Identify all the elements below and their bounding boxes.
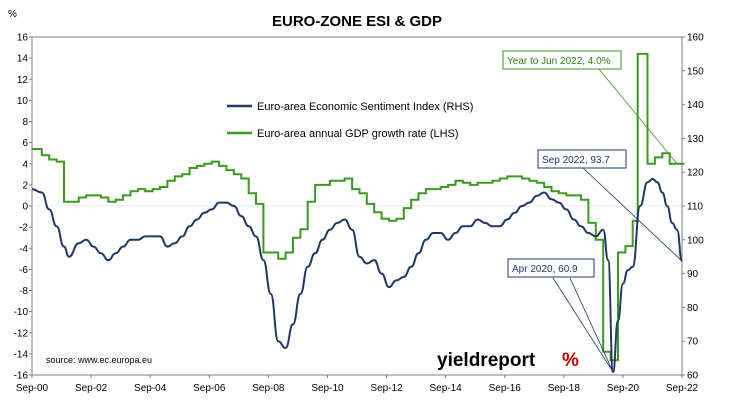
y-left-tick-label: -4 (19, 244, 28, 255)
y-left-tick-label: 14 (17, 54, 29, 65)
logo-word: yieldreport (437, 350, 536, 371)
y-left-tick-label: 10 (17, 96, 29, 107)
y-right-tick-label: 110 (687, 202, 703, 213)
annotation-leader-apr2020 (552, 277, 614, 373)
y-right-tick-label: 80 (687, 303, 699, 314)
y-right-tick-label: 90 (687, 269, 699, 280)
y-left-tick-label: 0 (22, 202, 28, 213)
x-tick-label: Sep-04 (134, 383, 167, 394)
series-line-esi (31, 177, 683, 374)
y-left-tick-label: -16 (14, 371, 29, 382)
annotation-leader-gdp (597, 67, 678, 165)
y-left-tick-label: -8 (19, 286, 28, 297)
x-tick-label: Sep-08 (252, 383, 285, 394)
annotation-gdp: Year to Jun 2022, 4.0% (507, 56, 611, 67)
y-right-tick-label: 150 (687, 66, 704, 77)
y-left-tick-label: -12 (14, 328, 29, 339)
series-line-gdp (32, 52, 685, 362)
yieldreport-logo: yieldreport % (437, 350, 579, 371)
x-axis: Sep-00 Sep-02 Sep-04 Sep-06 Sep-08 Sep-10 Sep-… (16, 375, 699, 394)
source-note: source: www.ec.europa.eu (46, 355, 152, 365)
legend-label-gdp: Euro-area annual GDP growth rate (LHS) (257, 128, 459, 140)
chart-title: EURO-ZONE ESI & GDP (272, 13, 442, 30)
x-tick-label: Sep-22 (666, 383, 699, 394)
y-right-tick-label: 120 (687, 168, 704, 179)
left-axis-unit: % (8, 9, 17, 20)
annotation-leader-apr2020-b (569, 277, 614, 373)
annotations: Year to Jun 2022, 4.0% Sep 2022, 93.7 Ap… (502, 50, 683, 373)
x-tick-label: Sep-00 (16, 383, 49, 394)
series-lines (31, 52, 685, 374)
x-tick-label: Sep-18 (548, 383, 581, 394)
annotation-box-gdp (502, 50, 622, 70)
x-tick-label: Sep-10 (311, 383, 344, 394)
y-left-tick-label: 6 (22, 138, 28, 149)
annotation-leader-sep2022 (582, 167, 683, 262)
logo-mark: % (562, 350, 579, 371)
legend-label-esi: Euro-area Economic Sentiment Index (RHS) (257, 101, 473, 113)
y-left-axis: 16 14 12 10 8 6 4 2 0 -2 -4 -6 -8 -10 -12 -14 -16 (14, 33, 32, 382)
y-right-tick-label: 140 (687, 100, 704, 111)
y-left-tick-label: 4 (22, 159, 28, 170)
y-left-tick-label: 16 (17, 33, 29, 44)
y-right-tick-label: 70 (687, 337, 699, 348)
annotation-box-sep2022 (537, 149, 627, 169)
y-left-tick-label: 12 (17, 75, 29, 86)
annotation-apr2020: Apr 2020, 60.9 (512, 264, 578, 275)
y-right-tick-label: 60 (687, 371, 699, 382)
y-left-tick-label: -14 (14, 349, 29, 360)
x-tick-label: Sep-16 (489, 383, 522, 394)
y-right-axis: 160 150 140 130 120 110 100 90 80 70 60 (682, 33, 704, 382)
x-tick-label: Sep-02 (75, 383, 108, 394)
y-left-tick-label: 8 (22, 117, 28, 128)
y-left-tick-label: 2 (22, 180, 28, 191)
y-left-tick-label: -10 (14, 307, 29, 318)
x-tick-label: Sep-14 (430, 383, 463, 394)
y-right-tick-label: 130 (687, 134, 704, 145)
x-tick-label: Sep-20 (607, 383, 640, 394)
y-left-tick-label: -2 (19, 223, 28, 234)
annotation-sep2022: Sep 2022, 93.7 (542, 155, 610, 166)
legend: Euro-area Economic Sentiment Index (RHS)… (227, 101, 473, 140)
annotation-box-apr2020 (507, 258, 595, 278)
y-right-tick-label: 100 (687, 235, 704, 246)
x-tick-label: Sep-06 (193, 383, 226, 394)
y-left-tick-label: -6 (19, 265, 28, 276)
y-right-tick-label: 160 (687, 33, 704, 44)
x-tick-label: Sep-12 (370, 383, 403, 394)
